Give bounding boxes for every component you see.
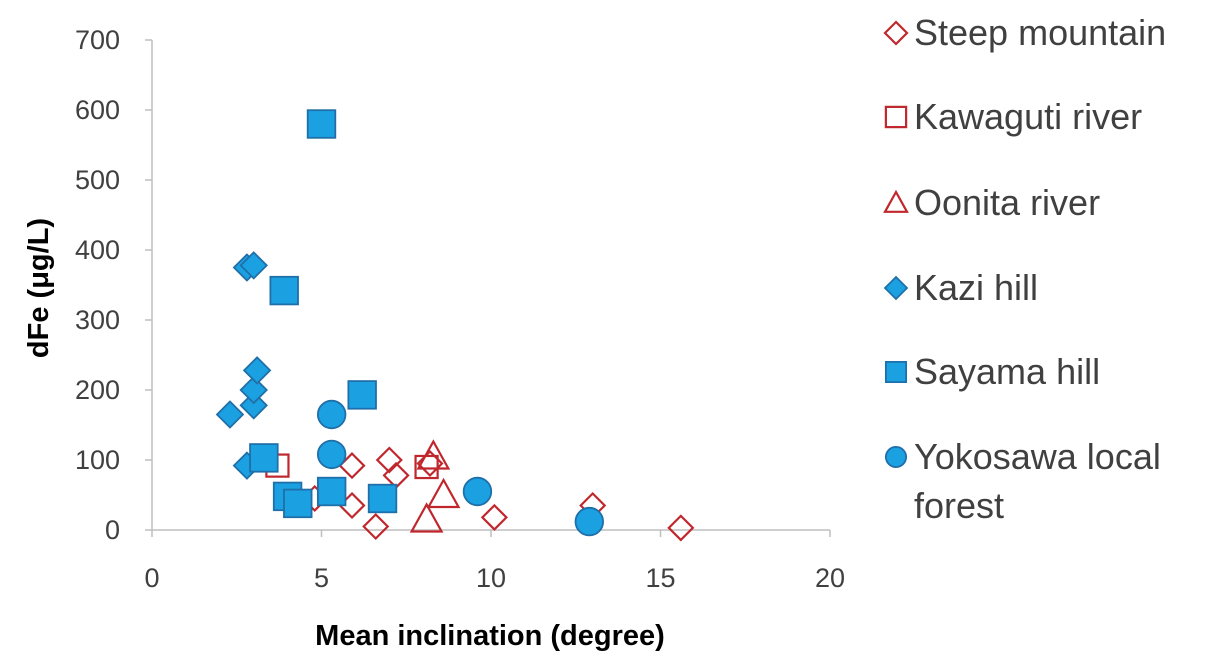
series-4 (249, 109, 398, 519)
series-5 (316, 399, 605, 537)
legend-item: Kawaguti river (884, 96, 1142, 137)
legend-label: Sayama hill (914, 351, 1100, 392)
data-point (239, 251, 268, 280)
x-tick-label: 0 (144, 563, 159, 593)
data-point (382, 461, 410, 489)
legend: Steep mountain Kawaguti river Oonita river… (883, 12, 1166, 526)
legend-item: Steep mountain (883, 12, 1166, 53)
x-axis-label: Mean inclination (degree) (315, 620, 665, 652)
data-point (462, 476, 493, 507)
legend-label: Oonita river (914, 182, 1100, 223)
data-point (574, 506, 605, 537)
legend-label: forest (914, 485, 1004, 526)
y-tick-label: 500 (75, 165, 120, 195)
legend-item: Oonita river (883, 182, 1100, 223)
data-point (409, 502, 444, 533)
data-point (347, 380, 377, 410)
data-point (215, 400, 245, 429)
data-point (316, 476, 347, 507)
legend-label: Kazi hill (914, 267, 1038, 308)
y-axis-label: dFe (μg/L) (23, 218, 55, 358)
legend-marker (884, 360, 908, 384)
series-0 (301, 446, 695, 542)
y-tick-label: 200 (75, 375, 120, 405)
data-point (426, 477, 461, 509)
legend-item: Sayama hill (884, 351, 1100, 392)
data-points (215, 109, 695, 542)
x-tick-label: 5 (314, 563, 329, 593)
data-point (667, 514, 695, 542)
data-point (269, 275, 299, 306)
data-point (375, 446, 403, 474)
series-3 (215, 251, 272, 480)
data-point (316, 399, 347, 430)
legend-marker (884, 445, 908, 469)
x-tick-label: 20 (815, 563, 845, 593)
data-point (316, 439, 347, 470)
data-point (239, 375, 268, 405)
data-point (480, 503, 508, 531)
data-point (249, 443, 279, 473)
data-point (306, 109, 337, 139)
series-2 (409, 439, 461, 533)
data-point (416, 439, 451, 470)
legend-label: Kawaguti river (914, 96, 1142, 137)
series-1 (265, 453, 439, 480)
y-tick-label: 400 (75, 235, 120, 265)
data-point (367, 483, 398, 514)
y-tick-label: 600 (75, 95, 120, 125)
x-tick-label: 10 (476, 563, 506, 593)
legend-label: Yokosawa local (914, 436, 1161, 477)
data-point (242, 356, 272, 385)
legend-item: Yokosawa local forest (884, 436, 1161, 526)
y-tick-label: 100 (75, 445, 120, 475)
legend-marker (883, 275, 909, 301)
legend-marker (884, 105, 908, 129)
legend-item: Kazi hill (883, 267, 1038, 308)
legend-marker (883, 20, 909, 46)
y-tick-label: 700 (75, 25, 120, 55)
data-point (239, 391, 268, 420)
y-tick-label: 300 (75, 305, 120, 335)
data-point (362, 512, 390, 541)
data-point (283, 488, 313, 519)
axes: 0 100 200 300 400 500 600 700 0 5 10 15 20 (75, 25, 845, 593)
legend-marker (883, 189, 909, 213)
x-tick-label: 15 (645, 563, 675, 593)
y-tick-label: 0 (105, 515, 120, 545)
legend-label: Steep mountain (914, 12, 1166, 53)
